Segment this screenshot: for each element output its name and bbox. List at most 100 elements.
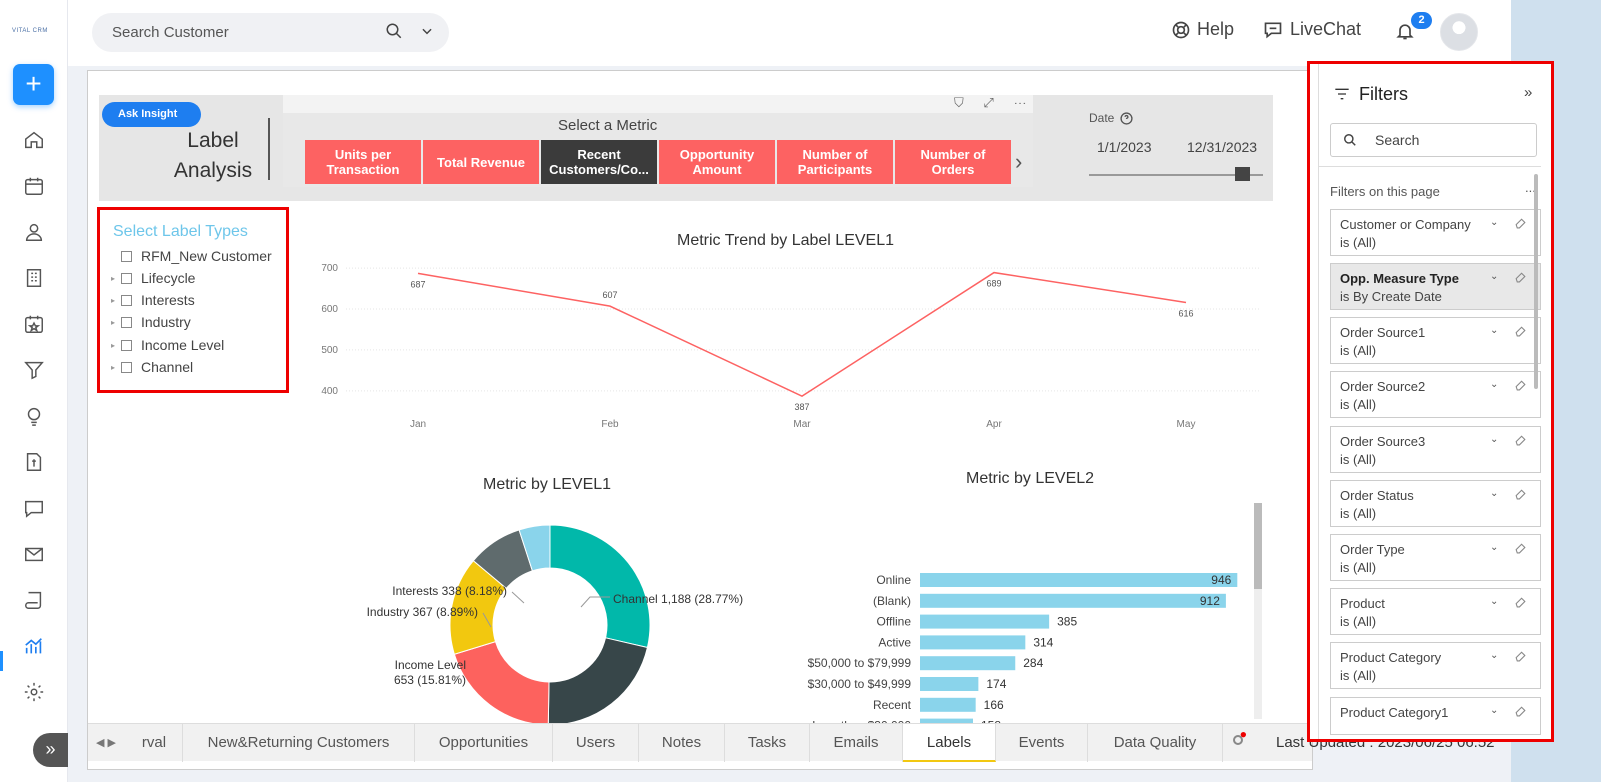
eraser-icon[interactable] [1514,704,1527,722]
metric-button-recent-customers[interactable]: Recent Customers/Co... [541,140,657,184]
filter-card[interactable]: Order Source3 is (All) ⌄ [1330,426,1541,473]
chevron-down-icon[interactable]: ⌄ [1490,271,1499,282]
chevron-down-icon[interactable]: ⌄ [1490,596,1499,607]
chevron-down-icon[interactable]: ⌄ [1490,650,1499,661]
settings-icon[interactable] [20,678,48,706]
label-type-item[interactable]: RFM_New Customer [111,248,272,264]
company-icon[interactable] [20,264,48,292]
scroll-icon[interactable] [20,586,48,614]
calendar-icon[interactable] [20,172,48,200]
eraser-icon[interactable] [1514,487,1527,505]
filters-scrollbar[interactable] [1534,174,1538,389]
checkbox[interactable] [121,316,132,328]
avatar[interactable] [1440,13,1478,51]
tab-events[interactable]: Events [996,724,1088,762]
chevron-down-icon[interactable]: ⌄ [1490,488,1499,499]
tab-notes[interactable]: Notes [639,724,725,762]
email-icon[interactable] [20,540,48,568]
expand-arrow-icon[interactable]: ▸ [111,340,116,350]
expand-arrow-icon[interactable]: ▸ [111,362,116,372]
tab-new-returning-customers[interactable]: New&Returning Customers [183,724,415,762]
checkbox[interactable] [121,272,132,284]
filter-card[interactable]: Customer or Company is (All) ⌄ [1330,209,1541,256]
metric-button-number-of-participants[interactable]: Number of Participants [777,140,893,184]
metric-button-units-per-transaction[interactable]: Units per Transaction [305,140,421,184]
metric-button-opportunity-amount[interactable]: Opportunity Amount [659,140,775,184]
tab-scroll-arrows[interactable]: ◀ ▶ [96,737,116,749]
more-options-icon[interactable]: ... [1525,180,1536,195]
tab-data-quality[interactable]: Data Quality [1088,724,1223,762]
gear-icon[interactable] [1230,732,1246,753]
analytics-icon[interactable] [20,632,48,660]
checkbox[interactable] [121,250,132,262]
label-type-item[interactable]: ▸ Income Level [111,337,224,353]
search-icon[interactable] [385,22,403,45]
eraser-icon[interactable] [1514,595,1527,613]
chevron-down-icon[interactable]: ⌄ [1490,705,1499,716]
filter-card[interactable]: Product Category1 ⌄ [1330,697,1541,735]
tab-users[interactable]: Users [553,724,639,762]
checkbox[interactable] [121,294,132,306]
chevron-down-icon[interactable]: ⌄ [1490,325,1499,336]
chevron-down-icon[interactable]: ⌄ [1490,434,1499,445]
chevron-down-icon[interactable] [420,24,434,43]
customer-search[interactable]: Search Customer [92,13,449,52]
label-type-item[interactable]: ▸ Interests [111,292,195,308]
insights-icon[interactable] [20,402,48,430]
filter-card[interactable]: Order Type is (All) ⌄ [1330,534,1541,581]
help-button[interactable]: Help [1171,19,1234,40]
tab-emails[interactable]: Emails [810,724,903,762]
contacts-icon[interactable] [20,218,48,246]
tab-labels[interactable]: Labels [903,724,996,762]
filter-card[interactable]: Opp. Measure Type is By Create Date ⌄ [1330,263,1541,310]
home-icon[interactable] [20,126,48,154]
filter-search-input[interactable]: Search [1375,132,1420,148]
event-calendar-icon[interactable] [20,310,48,338]
eraser-icon[interactable] [1514,270,1527,288]
expand-arrow-icon[interactable]: ▸ [111,273,116,283]
eraser-icon[interactable] [1514,649,1527,667]
eraser-icon[interactable] [1514,378,1527,396]
metric-button-number-of-orders[interactable]: Number of Orders [895,140,1011,184]
eraser-icon[interactable] [1514,324,1527,342]
add-button[interactable]: + [13,64,54,105]
expand-arrow-icon[interactable]: ▸ [111,317,116,327]
label-type-item[interactable]: ▸ Channel [111,359,193,375]
eraser-icon[interactable] [1514,433,1527,451]
chevron-down-icon[interactable]: ⌄ [1490,217,1499,228]
expand-arrow-icon[interactable]: ▸ [111,295,116,305]
bar-chart-scrollbar[interactable] [1254,503,1262,719]
date-from-input[interactable]: 1/1/2023 [1097,139,1152,155]
chevron-right-icon[interactable]: › [1015,149,1023,174]
date-range-slider[interactable] [1089,174,1263,176]
filter-card[interactable]: Product Category is (All) ⌄ [1330,642,1541,689]
filter-search[interactable]: Search [1330,123,1537,157]
help-circle-icon[interactable] [1120,111,1133,125]
checkbox[interactable] [121,339,132,351]
date-to-input[interactable]: 12/31/2023 [1187,139,1258,155]
filter-card[interactable]: Product is (All) ⌄ [1330,588,1541,635]
metric-button-total-revenue[interactable]: Total Revenue [423,140,539,184]
sales-funnel-icon[interactable] [20,356,48,384]
date-slider-handle[interactable] [1235,167,1250,181]
filter-card[interactable]: Order Source2 is (All) ⌄ [1330,371,1541,418]
livechat-button[interactable]: LiveChat [1262,19,1361,40]
ask-insight-button[interactable]: Ask Insight [102,102,201,127]
search-input[interactable]: Search Customer [112,24,229,41]
tab-tasks[interactable]: Tasks [725,724,810,762]
sms-icon[interactable] [20,494,48,522]
label-type-item[interactable]: ▸ Industry [111,314,191,330]
bell-icon[interactable] [1395,20,1415,47]
filter-card[interactable]: Order Status is (All) ⌄ [1330,480,1541,527]
eraser-icon[interactable] [1514,541,1527,559]
chevron-down-icon[interactable]: ⌄ [1490,379,1499,390]
bar-chart-scroll-thumb[interactable] [1254,503,1262,589]
checkbox[interactable] [121,361,132,373]
label-type-item[interactable]: ▸ Lifecycle [111,270,195,286]
collapse-nav-button[interactable]: » [33,733,68,767]
invoice-icon[interactable] [20,448,48,476]
eraser-icon[interactable] [1514,216,1527,234]
tab-opportunities[interactable]: Opportunities [415,724,553,762]
filter-card[interactable]: Order Source1 is (All) ⌄ [1330,317,1541,364]
collapse-filters-button[interactable]: » [1524,84,1533,101]
